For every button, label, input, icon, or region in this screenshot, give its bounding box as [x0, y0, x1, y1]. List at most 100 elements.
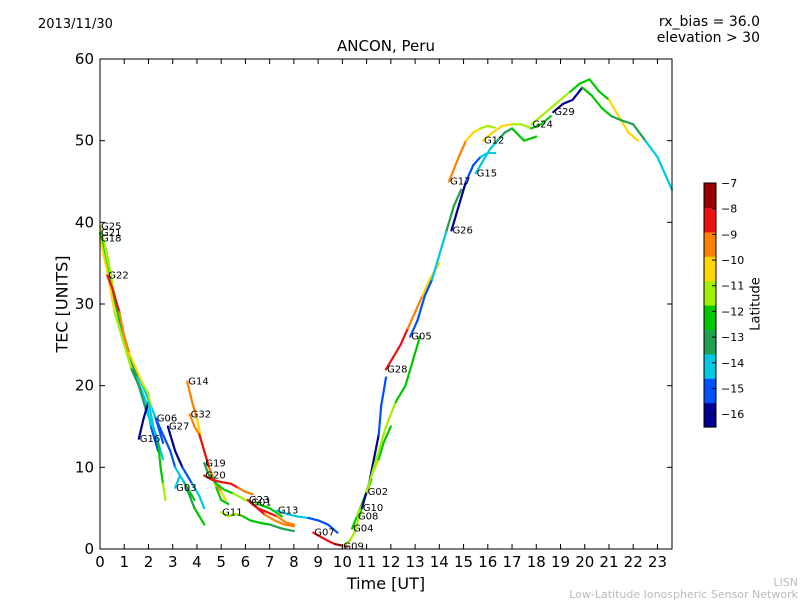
- series-segment: [530, 115, 543, 126]
- series-segment: [113, 311, 126, 346]
- series-segment: [268, 507, 283, 518]
- series-label-g27: G27: [169, 422, 189, 433]
- series-segment: [161, 482, 167, 502]
- series-segment: [523, 135, 538, 142]
- series-segment: [244, 490, 254, 496]
- series-label-g09: G09: [343, 542, 363, 553]
- colorbar-label: Latitude: [748, 277, 764, 331]
- series-segment: [198, 433, 206, 453]
- series-segment: [392, 343, 402, 359]
- x-tick-label: 15: [454, 553, 473, 571]
- series-segment: [142, 384, 150, 395]
- series-g15: [474, 127, 538, 175]
- x-tick-label: 22: [624, 553, 643, 571]
- series-segment: [540, 115, 552, 126]
- plot-frame: [99, 58, 673, 550]
- series-segment: [198, 494, 206, 510]
- series-segment: [174, 474, 182, 489]
- series-g10: [360, 376, 388, 510]
- series-segment: [154, 417, 165, 436]
- series-g02: [365, 335, 422, 493]
- series-segment: [178, 474, 186, 485]
- series-segment: [203, 449, 211, 469]
- series-segment: [249, 501, 259, 510]
- series-label-g15: G15: [477, 168, 497, 179]
- series-segment: [191, 400, 199, 420]
- series-segment: [416, 294, 426, 322]
- series-segment: [559, 90, 572, 101]
- series-segment: [98, 237, 109, 273]
- series-g17: [447, 124, 497, 183]
- series-segment: [169, 449, 177, 469]
- series-segment: [285, 521, 295, 526]
- series-segment: [620, 119, 635, 126]
- y-axis-label: TEC [UNITS]: [52, 255, 72, 353]
- series-segment: [552, 102, 565, 114]
- series-segment: [404, 360, 414, 387]
- series-segment: [445, 204, 455, 232]
- series-segment: [234, 512, 245, 518]
- axis-ticks: 0 1 2 3 4 5 6 7 8 9 10 11 12 13 14 15 16 17 18 19 20 21 22 2301…: [75, 50, 672, 571]
- series-segment: [600, 106, 613, 118]
- colorbar-tick-label: −9: [721, 228, 737, 241]
- series-segment: [285, 512, 298, 518]
- series-label-g24: G24: [532, 119, 552, 130]
- y-tick-label: 0: [84, 540, 94, 558]
- series-segment: [413, 294, 424, 314]
- series-segment: [307, 516, 320, 522]
- x-tick-label: 11: [357, 553, 376, 571]
- y-tick-label: 20: [75, 377, 94, 395]
- series-segment: [215, 486, 223, 502]
- series-segment: [479, 124, 489, 130]
- series-label-g28: G28: [387, 364, 407, 375]
- colorbar-swatch: [704, 402, 716, 428]
- series-segment: [520, 123, 533, 130]
- series-g27: [166, 425, 206, 510]
- series-label-g16: G16: [140, 434, 160, 445]
- series-segment: [198, 515, 206, 526]
- series-segment: [457, 180, 468, 208]
- series-g29: [552, 86, 674, 191]
- colorbar-swatch: [704, 231, 716, 257]
- series-segment: [215, 482, 225, 491]
- series-segment: [406, 311, 417, 330]
- colorbar-tick-label: −8: [721, 203, 737, 216]
- series-label-g05: G05: [411, 332, 431, 343]
- x-tick-label: 7: [265, 553, 275, 571]
- x-tick-label: 10: [333, 553, 352, 571]
- series-segment: [275, 515, 288, 524]
- series-segment: [581, 86, 594, 97]
- x-tick-label: 21: [599, 553, 618, 571]
- colorbar-tick-label: −10: [721, 254, 744, 267]
- series-g03: [174, 474, 206, 526]
- series-segment: [384, 355, 395, 371]
- x-tick-label: 4: [192, 553, 202, 571]
- series-label-g18: G18: [101, 234, 121, 245]
- series-g22: [106, 274, 152, 412]
- series-label-g20: G20: [205, 471, 225, 482]
- series-segment: [326, 523, 339, 534]
- series-segment: [111, 286, 121, 314]
- series-segment: [578, 78, 591, 85]
- series-segment: [598, 90, 611, 101]
- series-segment: [268, 523, 283, 530]
- y-tick-label: 30: [75, 295, 94, 313]
- rx-bias-info: rx_bias = 36.0 elevation > 30: [657, 14, 760, 46]
- series-segment: [510, 127, 526, 142]
- series-g11: [220, 511, 295, 533]
- series-segment: [123, 343, 133, 371]
- series-segment: [365, 458, 378, 493]
- series-segment: [183, 482, 191, 498]
- series-segment: [137, 417, 145, 440]
- series-segment: [188, 490, 196, 502]
- series-segment: [130, 368, 140, 387]
- series-g20: [203, 474, 254, 496]
- series-segment: [348, 531, 356, 542]
- series-segment: [137, 384, 148, 412]
- colorbar-swatch: [704, 280, 716, 306]
- series-label-g26: G26: [452, 226, 472, 237]
- series-segment: [295, 515, 310, 520]
- date-label: 2013/11/30: [38, 17, 113, 32]
- chart-title: ANCON, Peru: [337, 37, 435, 55]
